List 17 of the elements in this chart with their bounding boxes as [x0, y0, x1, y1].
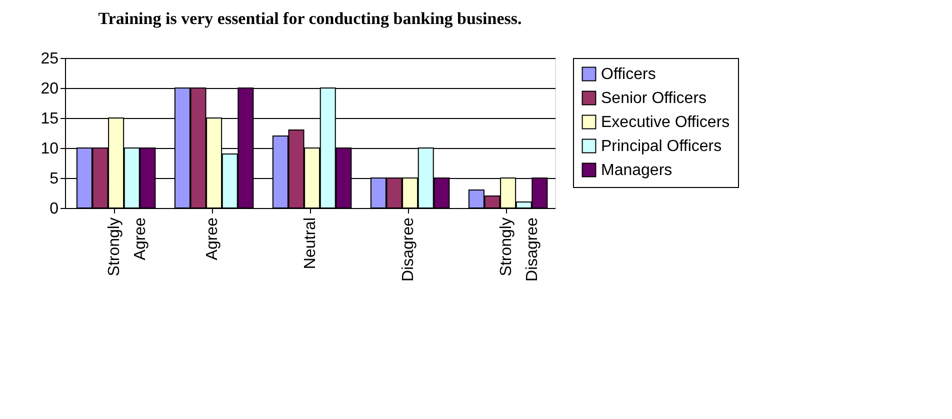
- y-tick-label: 5: [50, 170, 59, 188]
- y-tick-label: 25: [40, 50, 59, 68]
- y-tick-label: 0: [50, 200, 59, 218]
- x-tick-label: Strongly Disagree: [498, 217, 541, 282]
- legend-label: Executive Officers: [601, 114, 730, 131]
- y-tick-label: 20: [40, 80, 59, 98]
- legend-label: Officers: [601, 66, 656, 83]
- chart-title: Training is very essential for conducting banking business.: [98, 9, 522, 28]
- x-tick-label: Strongly Agree: [106, 217, 149, 276]
- legend-label: Managers: [601, 162, 672, 179]
- x-tick-label: Neutral: [302, 218, 319, 270]
- x-tick-label: Agree: [204, 217, 221, 260]
- legend-label: Senior Officers: [601, 90, 707, 107]
- y-tick-label: 10: [40, 140, 59, 158]
- legend-label: Principal Officers: [601, 138, 722, 155]
- y-tick-label: 15: [40, 110, 59, 128]
- x-tick-label: Disagree: [400, 217, 417, 282]
